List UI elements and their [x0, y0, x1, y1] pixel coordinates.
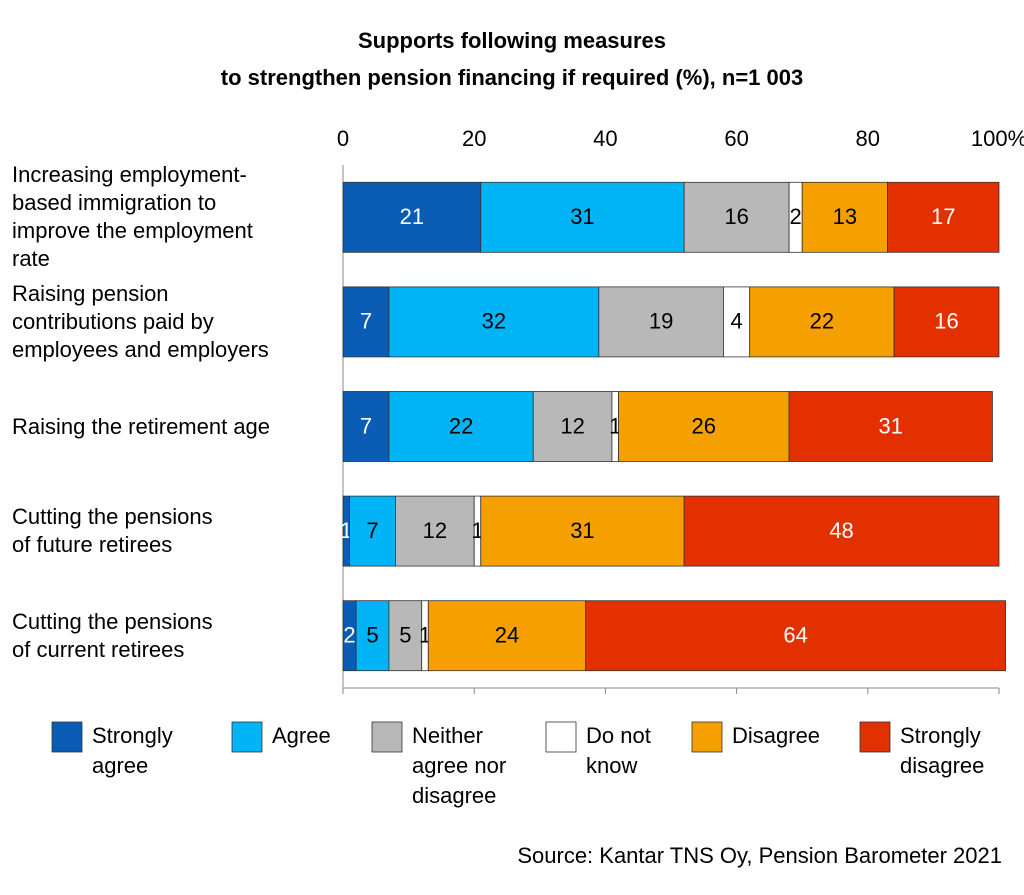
bar-segment: [585, 600, 1006, 672]
x-tick-label: 60: [724, 126, 748, 151]
value-label: 2: [343, 623, 355, 648]
bar-segment: [395, 495, 475, 567]
value-label: 22: [449, 413, 473, 438]
value-label: 21: [400, 204, 424, 229]
value-label: 5: [399, 623, 411, 648]
legend-label: Neither agree nor disagree: [412, 723, 507, 808]
value-label: 16: [724, 204, 748, 229]
value-label: 22: [810, 309, 834, 334]
legend-label: Disagree: [732, 723, 821, 748]
category-label: Raising the retirement age: [12, 413, 271, 439]
bar-segment: [342, 286, 390, 358]
category-label: Raising pension contributions paid by em…: [12, 280, 269, 362]
legend-label: Strongly disagree: [900, 723, 985, 778]
x-tick-label: 100%: [971, 126, 1024, 151]
x-tick-label: 0: [337, 126, 349, 151]
value-label: 31: [570, 204, 594, 229]
bar-segment: [887, 181, 1000, 253]
value-label: 12: [423, 518, 447, 543]
bar-segment: [723, 286, 751, 358]
x-tick-label: 40: [593, 126, 617, 151]
bar-segment: [893, 286, 1000, 358]
bar-segment: [355, 600, 390, 672]
legend-swatch: [691, 721, 723, 753]
value-label: 24: [495, 623, 519, 648]
bar-segment: [349, 495, 396, 567]
bar-segment: [342, 181, 482, 253]
bar-segment: [388, 600, 423, 672]
value-label: 4: [730, 309, 742, 334]
value-label: 32: [482, 309, 506, 334]
legend-swatch: [231, 721, 263, 753]
legend-label: Agree: [272, 723, 331, 748]
value-label: 7: [366, 518, 378, 543]
value-label: 19: [649, 309, 673, 334]
category-label: Increasing employment- based immigration…: [12, 162, 253, 272]
bar-segment: [532, 391, 613, 462]
category-label: Cutting the pensions of current retirees: [12, 608, 213, 662]
value-label: 31: [570, 518, 594, 543]
bar-segment: [388, 286, 600, 358]
bar-segment: [749, 286, 895, 358]
bar-segment: [788, 391, 993, 462]
value-label: 2: [790, 204, 802, 229]
value-label: 26: [692, 413, 716, 438]
legend-label: Do not know: [586, 723, 651, 778]
bar-segment: [598, 286, 724, 358]
value-label: 64: [783, 623, 807, 648]
value-label: 13: [833, 204, 857, 229]
value-label: 5: [366, 623, 378, 648]
bar-segment: [801, 181, 888, 253]
legend-swatch: [51, 721, 83, 753]
x-tick-label: 80: [856, 126, 880, 151]
value-label: 16: [934, 309, 958, 334]
value-label: 12: [560, 413, 584, 438]
bar-segment: [427, 600, 587, 672]
bar-segment: [683, 181, 790, 253]
value-label: 31: [879, 413, 903, 438]
value-label: 7: [360, 309, 372, 334]
bar-segment: [618, 391, 790, 462]
legend-label: Strongly agree: [92, 723, 173, 778]
bar-segment: [480, 495, 685, 567]
bar-segment: [388, 391, 534, 462]
bar-segment: [480, 181, 685, 253]
value-label: 7: [360, 413, 372, 438]
legend-swatch: [545, 721, 577, 753]
x-tick-label: 20: [462, 126, 486, 151]
category-label: Cutting the pensions of future retirees: [12, 504, 213, 558]
source: Source: Kantar TNS Oy, Pension Barometer…: [517, 843, 1002, 868]
legend-swatch: [371, 721, 403, 753]
value-label: 17: [931, 204, 955, 229]
value-label: 48: [829, 518, 853, 543]
bar-segment: [683, 495, 1000, 567]
legend-swatch: [859, 721, 891, 753]
chart-title: Supports following measures to strengthe…: [220, 28, 804, 90]
